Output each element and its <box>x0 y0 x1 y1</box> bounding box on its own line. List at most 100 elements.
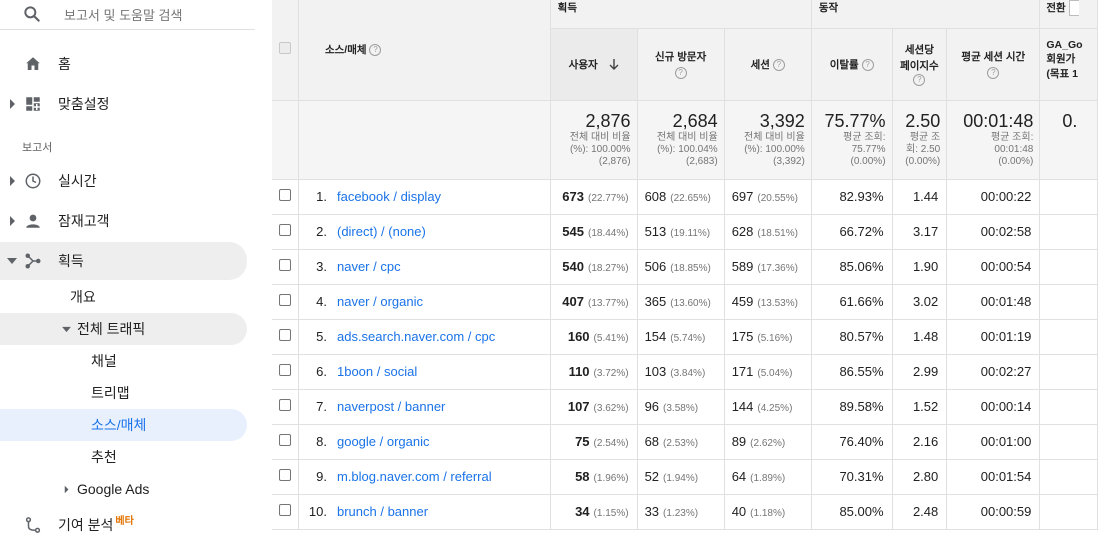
row-bounce: 85.06% <box>811 249 893 285</box>
source-medium-link[interactable]: naverpost / banner <box>336 399 446 414</box>
sessions-pct: (1.89%) <box>750 473 786 484</box>
row-checkbox[interactable] <box>278 329 291 341</box>
row-goal <box>1039 459 1098 495</box>
total-note: (%): 100.04% <box>657 143 718 155</box>
row-number: 6. <box>316 364 327 379</box>
help-icon[interactable]: ? <box>369 44 382 57</box>
nav-channels[interactable]: 채널 <box>0 345 247 377</box>
table-row: 8. google / organic 75 (2.54%) 68 (2.53%) 89 (2… <box>272 424 1098 460</box>
nav-audience[interactable]: 잠재고객 <box>0 203 247 239</box>
col-new-users-label: 신규 방문자 <box>655 51 707 63</box>
conversion-dropdown[interactable] <box>1068 0 1079 17</box>
bounce-value: 61.66% <box>839 294 884 309</box>
dimension-header[interactable]: 소스/매체 ? <box>298 0 551 101</box>
reports-section-label: 보고서 <box>22 142 53 154</box>
col-users[interactable]: 사용자 <box>550 28 638 101</box>
row-duration: 00:02:58 <box>946 214 1041 250</box>
report-search[interactable]: 보고서 및 도움말 검색 <box>0 0 255 30</box>
row-goal <box>1039 494 1098 530</box>
row-duration: 00:01:54 <box>946 459 1041 495</box>
total-note: 회: 2.50 <box>906 143 941 155</box>
sessions-pct: (17.36%) <box>757 263 798 274</box>
row-checkbox[interactable] <box>278 504 291 516</box>
nav-treemap[interactable]: 트리맵 <box>0 377 247 409</box>
total-note: (0.00%) <box>998 155 1034 167</box>
row-number: 8. <box>316 434 327 449</box>
select-all-checkbox[interactable] <box>278 42 291 55</box>
row-duration: 00:00:59 <box>946 494 1041 530</box>
row-source-cell: 8. google / organic <box>298 424 551 460</box>
help-icon[interactable]: ? <box>674 67 687 79</box>
col-bounce-rate[interactable]: 이탈률 ? <box>811 28 893 101</box>
nav-customization-label: 맞춤설정 <box>58 96 110 112</box>
nav-all-traffic[interactable]: 전체 트래픽 <box>0 313 247 345</box>
source-medium-link[interactable]: m.blog.naver.com / referral <box>336 469 492 484</box>
new-users-pct: (13.60%) <box>670 298 711 309</box>
bounce-value: 76.40% <box>839 434 884 449</box>
source-medium-link[interactable]: brunch / banner <box>336 504 429 519</box>
nav-attribution[interactable]: 기여 분석 베타 <box>0 507 247 535</box>
group-conversion[interactable]: 전환 <box>1039 0 1098 29</box>
total-duration-value: 00:01:48 <box>963 110 1034 131</box>
row-checkbox[interactable] <box>278 294 291 306</box>
nav-realtime[interactable]: 실시간 <box>0 163 247 199</box>
table-row: 10. brunch / banner 34 (1.15%) 33 (1.23%) 40 (1… <box>272 494 1098 530</box>
col-avg-session-duration[interactable]: 평균 세션 시간? <box>946 28 1041 101</box>
source-medium-link[interactable]: 1boon / social <box>336 364 418 379</box>
row-pages: 2.99 <box>892 354 948 390</box>
row-checkbox[interactable] <box>278 224 291 236</box>
nav-overview-label: 개요 <box>70 289 96 305</box>
nav-source-medium[interactable]: 소스/매체 <box>0 409 247 441</box>
source-medium-link[interactable]: (direct) / (none) <box>336 224 426 239</box>
total-sessions: 3,392 전체 대비 비율 (%): 100.00% (3,392) <box>724 100 812 180</box>
nav-source-medium-label: 소스/매체 <box>91 417 147 433</box>
sessions-value: 171 <box>731 364 754 379</box>
sessions-pct: (20.55%) <box>757 193 798 204</box>
nav-overview[interactable]: 개요 <box>0 281 247 313</box>
source-medium-link[interactable]: ads.search.naver.com / cpc <box>336 329 496 344</box>
row-sessions: 175 (5.16%) <box>724 319 812 355</box>
help-icon[interactable]: ? <box>772 58 785 71</box>
row-checkbox[interactable] <box>278 469 291 481</box>
row-sessions: 89 (2.62%) <box>724 424 812 460</box>
sessions-pct: (1.18%) <box>750 508 786 519</box>
col-goal[interactable]: GA_Go 회원가 (목표 1 <box>1039 28 1098 101</box>
col-sessions[interactable]: 세션 ? <box>724 28 812 101</box>
row-checkbox[interactable] <box>278 399 291 411</box>
help-icon[interactable]: ? <box>913 74 926 86</box>
total-note: (0.00%) <box>850 155 886 167</box>
sessions-value: 628 <box>731 224 754 239</box>
duration-value: 00:01:54 <box>980 469 1032 484</box>
help-icon[interactable]: ? <box>861 58 874 71</box>
nav-referrals[interactable]: 추천 <box>0 441 247 473</box>
help-icon[interactable]: ? <box>987 67 1000 79</box>
nav-google-ads[interactable]: Google Ads <box>0 473 247 505</box>
nav-customization[interactable]: 맞춤설정 <box>0 86 247 122</box>
row-select-cell <box>272 389 299 425</box>
totals-label-cell <box>298 100 551 180</box>
row-checkbox[interactable] <box>278 434 291 446</box>
row-select-cell <box>272 214 299 250</box>
source-medium-link[interactable]: naver / organic <box>336 294 423 309</box>
nav-home[interactable]: 홈 <box>0 46 247 82</box>
row-goal <box>1039 354 1098 390</box>
search-placeholder: 보고서 및 도움말 검색 <box>64 8 183 23</box>
col-pages-per-session[interactable]: 세션당 페이지수? <box>892 28 948 101</box>
table-row: 9. m.blog.naver.com / referral 58 (1.96%) 52… <box>272 459 1098 495</box>
row-checkbox[interactable] <box>278 189 291 201</box>
col-new-users[interactable]: 신규 방문자? <box>637 28 725 101</box>
source-medium-link[interactable]: google / organic <box>336 434 430 449</box>
users-value: 540 <box>562 259 584 274</box>
row-checkbox[interactable] <box>278 364 291 376</box>
total-pages: 2.50 평균 조 회: 2.50 (0.00%) <box>892 100 948 180</box>
new-users-value: 365 <box>644 294 667 309</box>
row-checkbox[interactable] <box>278 259 291 271</box>
users-pct: (3.62%) <box>593 403 629 414</box>
nav-acquisition[interactable]: 획득 <box>0 242 247 280</box>
row-pages: 1.44 <box>892 179 948 215</box>
users-value: 58 <box>575 469 590 484</box>
users-pct: (3.72%) <box>593 368 629 379</box>
users-value: 160 <box>567 329 590 344</box>
source-medium-link[interactable]: facebook / display <box>336 189 442 204</box>
source-medium-link[interactable]: naver / cpc <box>336 259 401 274</box>
